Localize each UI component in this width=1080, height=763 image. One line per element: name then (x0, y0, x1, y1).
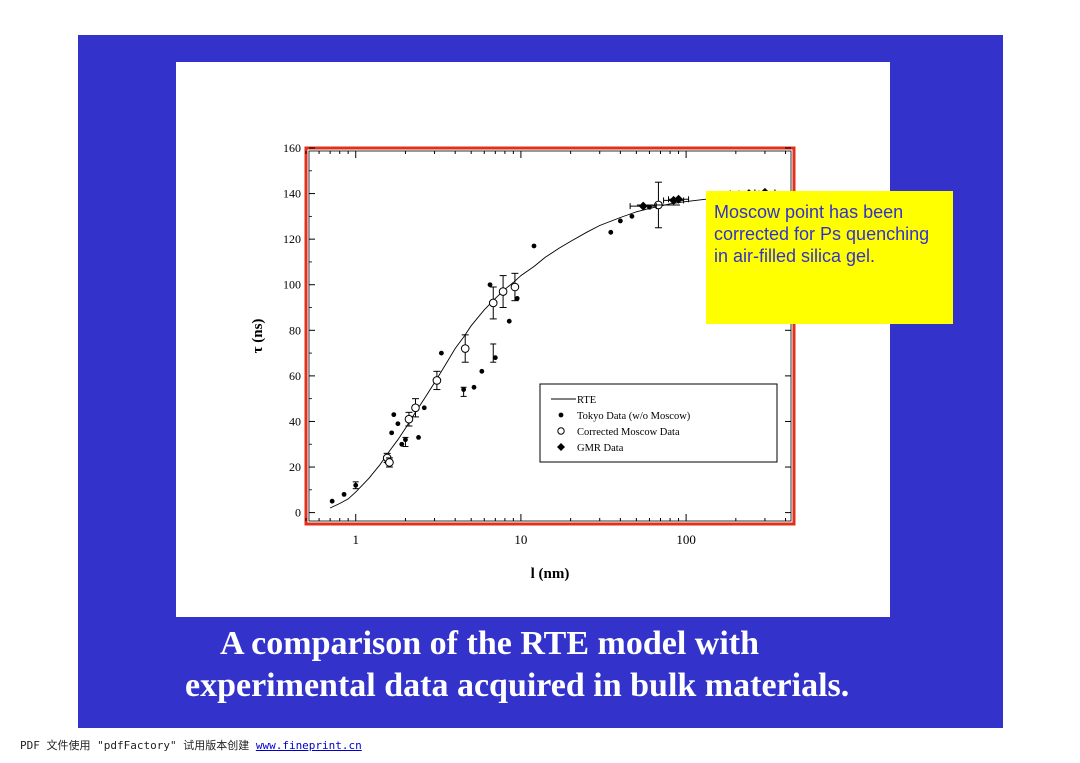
tokyo-point (514, 296, 520, 301)
tokyo-point (461, 387, 467, 392)
moscow-point (411, 403, 420, 413)
caption-line-1: A comparison of the RTE model with (220, 625, 760, 662)
tokyo-point (395, 421, 401, 427)
tokyo-point (389, 430, 395, 436)
tokyo-point (416, 435, 421, 440)
tokyo-point (647, 204, 652, 210)
moscow-point (385, 458, 394, 467)
legend-label: Corrected Moscow Data (577, 427, 680, 438)
legend-label: GMR Data (577, 443, 624, 454)
legend-label: RTE (577, 395, 596, 406)
moscow-point (488, 298, 498, 308)
tokyo-point (492, 355, 498, 361)
plot-frame (304, 146, 796, 526)
tokyo-point (531, 243, 537, 249)
moscow-point (404, 414, 414, 424)
chart-figure: 0 20 40 60 80 100 120 140 160 1 10 100 l (nm) τ (ns) R… (176, 62, 890, 617)
tokyo-point (471, 384, 477, 390)
tokyo-point (353, 482, 359, 488)
y-tick-label: 120 (283, 232, 301, 246)
legend-swatch-moscow (557, 427, 565, 435)
y-axis-label: τ (ns) (250, 319, 266, 354)
y-tick-label: 160 (283, 141, 301, 155)
tokyo-point (479, 368, 485, 374)
tokyo-point (403, 437, 408, 443)
legend-swatch-tokyo (558, 412, 564, 418)
x-tick-label: 1 (352, 532, 359, 547)
tokyo-point (506, 318, 512, 324)
tokyo-point (487, 282, 493, 288)
legend-label: Tokyo Data (w/o Moscow) (577, 411, 691, 422)
legend-box (539, 383, 778, 463)
callout-text: Moscow point has been corrected for Ps q… (714, 202, 930, 266)
moscow-point (432, 376, 442, 385)
chart-svg: 0 20 40 60 80 100 120 140 160 1 10 100 l (nm) τ (ns) R… (250, 141, 796, 582)
y-tick-label: 20 (289, 460, 301, 474)
tokyo-point (617, 218, 623, 224)
moscow-point (510, 282, 520, 292)
y-tick-label: 0 (295, 506, 301, 520)
gmr-point (674, 194, 684, 204)
gmr-point (638, 201, 648, 211)
moscow-point (460, 344, 470, 353)
x-axis-label: l (nm) (531, 566, 570, 582)
rte-curve (329, 194, 765, 509)
y-tick-label: 140 (283, 187, 301, 201)
slide-background: 0 20 40 60 80 100 120 140 160 1 10 100 l (nm) τ (ns) R… (78, 35, 1003, 728)
tokyo-point (399, 441, 405, 447)
tokyo-point (629, 213, 635, 219)
x-tick-label: 10 (514, 532, 527, 547)
tokyo-point (391, 412, 397, 418)
x-tick-label: 100 (676, 532, 696, 547)
callout-note: Moscow point has been corrected for Ps q… (706, 191, 953, 324)
gmr-point (669, 195, 679, 205)
tokyo-point (421, 405, 427, 411)
plot-area (308, 150, 792, 522)
legend-swatch-gmr (557, 443, 565, 451)
y-tick-label: 80 (289, 323, 301, 337)
tokyo-point (438, 350, 444, 356)
slide-caption: A comparison of the RTE model with exper… (78, 623, 1003, 707)
y-tick-label: 40 (289, 414, 301, 428)
tokyo-point (329, 498, 335, 504)
y-tick-label: 60 (289, 369, 301, 383)
footer-link[interactable]: www.fineprint.cn (255, 739, 362, 752)
moscow-point (498, 287, 508, 296)
y-tick-label: 100 (283, 278, 301, 292)
caption-line-2: experimental data acquired in bulk mater… (185, 667, 850, 704)
legend: RTE Tokyo Data (w/o Moscow) Corrected Mosc… (539, 383, 778, 463)
footer-text: PDF 文件使用 "pdfFactory" 试用版本创建 (20, 739, 256, 752)
pdf-footer: PDF 文件使用 "pdfFactory" 试用版本创建 www.finepri… (20, 737, 362, 753)
tokyo-point (341, 491, 347, 497)
tokyo-point (608, 229, 614, 235)
